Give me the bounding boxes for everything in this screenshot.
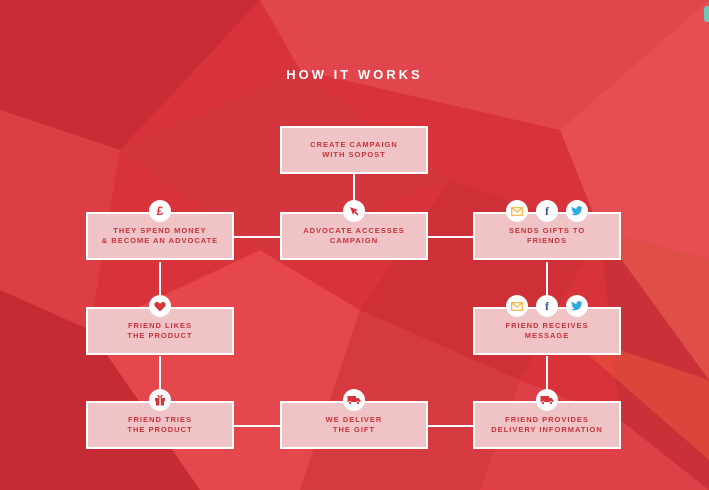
connector-line (234, 236, 280, 238)
advocate-accesses-box: ADVOCATE ACCESSES CAMPAIGN (280, 212, 428, 260)
connector-line (353, 167, 355, 212)
pound-icon: £ (149, 200, 171, 222)
connector-line (159, 356, 161, 402)
connector-line (546, 262, 548, 308)
create-campaign-box: CREATE CAMPAIGN WITH SOPOST (280, 126, 428, 174)
twitter-icon (566, 200, 588, 222)
connector-line (546, 356, 548, 402)
facebook-icon: f (536, 200, 558, 222)
heart-icon (149, 295, 171, 317)
delivery-van-icon (343, 389, 365, 411)
friend-likes-box: FRIEND LIKES THE PRODUCT (86, 307, 234, 355)
delivery-van-icon (536, 389, 558, 411)
twitter-icon (566, 295, 588, 317)
email-icon (506, 200, 528, 222)
cursor-icon (343, 200, 365, 222)
connector-line (427, 425, 473, 427)
gift-icon (149, 389, 171, 411)
email-icon (506, 295, 528, 317)
connector-line (159, 262, 161, 308)
connector-line (427, 236, 473, 238)
facebook-icon: f (536, 295, 558, 317)
corner-tab[interactable] (704, 6, 709, 22)
connector-line (234, 425, 280, 427)
page-title: HOW IT WORKS (286, 67, 423, 82)
